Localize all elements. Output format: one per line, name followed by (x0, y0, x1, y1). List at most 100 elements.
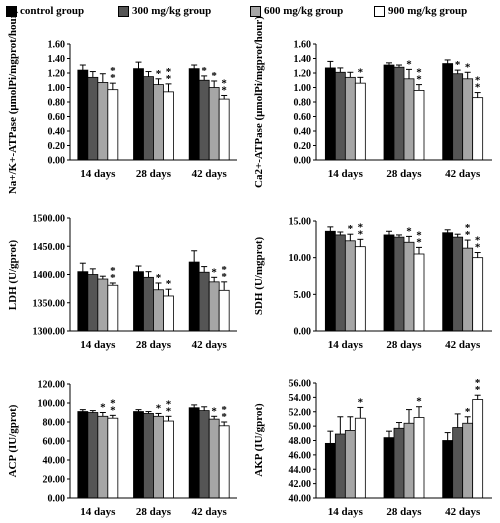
bar (452, 427, 464, 499)
bar (87, 412, 99, 499)
y-tick-label: 1.20 (48, 69, 66, 80)
bar (383, 437, 395, 499)
significance-mark: * (475, 384, 481, 396)
bar (218, 289, 230, 332)
y-tick-label: 50.00 (289, 422, 312, 433)
significance-mark: * (110, 265, 116, 277)
x-tick-label: 28 days (386, 168, 422, 180)
legend-item-300: 300 mg/kg group (118, 3, 211, 19)
bar (218, 425, 230, 499)
bar (462, 247, 474, 332)
y-tick-label: 46.00 (289, 450, 312, 461)
y-tick-label: 44.00 (289, 465, 312, 476)
bar (403, 78, 415, 161)
significance-mark: * (166, 66, 172, 78)
y-tick-label: 52.00 (289, 407, 312, 418)
y-tick-label: 10.00 (289, 253, 312, 264)
bar (198, 271, 210, 332)
significance-mark: * (455, 59, 461, 71)
bar (87, 76, 99, 161)
significance-mark: * (416, 229, 422, 241)
bar (198, 79, 210, 161)
y-tick-label: 0.80 (294, 98, 312, 109)
significance-mark: * (110, 72, 116, 84)
significance-mark: * (358, 228, 364, 240)
significance-mark: * (358, 221, 364, 233)
significance-mark: * (475, 377, 481, 389)
significance-mark: * (406, 225, 412, 237)
significance-mark: * (166, 398, 172, 410)
significance-mark: * (166, 278, 172, 290)
significance-mark: * (465, 61, 471, 73)
bar (188, 407, 200, 499)
bar (334, 433, 346, 499)
y-tick-label: 0.20 (294, 141, 312, 152)
y-tick-label: 15.00 (289, 217, 312, 228)
bar (413, 253, 425, 332)
significance-mark: * (475, 242, 481, 254)
y-tick-label: 20.00 (43, 475, 66, 486)
bar (452, 236, 464, 332)
x-tick-label: 14 days (328, 506, 364, 518)
y-tick-label: 1300.00 (33, 327, 66, 338)
significance-mark: * (465, 222, 471, 234)
bar (403, 241, 415, 332)
legend-swatch-300 (118, 5, 129, 17)
bar (413, 90, 425, 161)
significance-mark: * (221, 264, 227, 276)
x-tick-label: 42 days (445, 168, 481, 180)
bar (133, 68, 144, 161)
x-tick-label: 42 days (192, 506, 228, 518)
bar (354, 246, 366, 332)
y-tick-label: 1400.00 (33, 270, 66, 281)
x-tick-label: 14 days (328, 168, 364, 180)
significance-mark: * (110, 272, 116, 284)
bar (107, 417, 119, 499)
significance-mark: * (110, 404, 116, 416)
bar (133, 411, 144, 499)
y-tick-label: 0.40 (48, 127, 66, 138)
bar (97, 278, 109, 332)
significance-mark: * (475, 82, 481, 94)
y-tick-label: 1350.00 (33, 298, 66, 309)
bar (143, 276, 154, 332)
significance-mark: * (221, 271, 227, 283)
x-tick-label: 14 days (80, 168, 116, 180)
legend: control group 300 mg/kg group 600 mg/kg … (0, 3, 500, 21)
bar (153, 289, 164, 332)
bar (354, 417, 366, 499)
y-tick-label: 0.40 (294, 127, 312, 138)
y-axis-title: AKP (IU/gprot) (253, 403, 265, 477)
bar (218, 98, 230, 161)
y-tick-label: 5.00 (294, 290, 312, 301)
legend-label-300: 300 mg/kg group (132, 5, 212, 17)
y-tick-label: 1.00 (48, 83, 66, 94)
y-tick-label: 40.00 (43, 456, 66, 467)
x-tick-label: 14 days (80, 339, 116, 351)
legend-label-600: 600 mg/kg group (264, 5, 344, 17)
bar (208, 418, 220, 499)
significance-mark: * (110, 397, 116, 409)
y-tick-label: 1.20 (294, 69, 312, 80)
y-tick-label: 80.00 (43, 418, 66, 429)
y-tick-label: 0.60 (48, 112, 66, 123)
bar (153, 84, 164, 161)
y-tick-label: 0.00 (48, 494, 66, 505)
bar (208, 87, 220, 161)
significance-mark: * (156, 402, 162, 414)
bar (472, 399, 484, 499)
y-tick-label: 1450.00 (33, 242, 66, 253)
legend-item-control: control group (6, 3, 84, 19)
significance-mark: * (465, 229, 471, 241)
significance-mark: * (358, 66, 364, 78)
significance-mark: * (475, 75, 481, 87)
bar (344, 76, 356, 161)
y-tick-label: 100.00 (38, 399, 66, 410)
significance-mark: * (221, 404, 227, 416)
significance-mark: * (358, 396, 364, 408)
y-tick-label: 1.60 (48, 40, 66, 51)
bar (77, 271, 89, 332)
significance-mark: * (406, 58, 412, 70)
bar (442, 63, 454, 161)
